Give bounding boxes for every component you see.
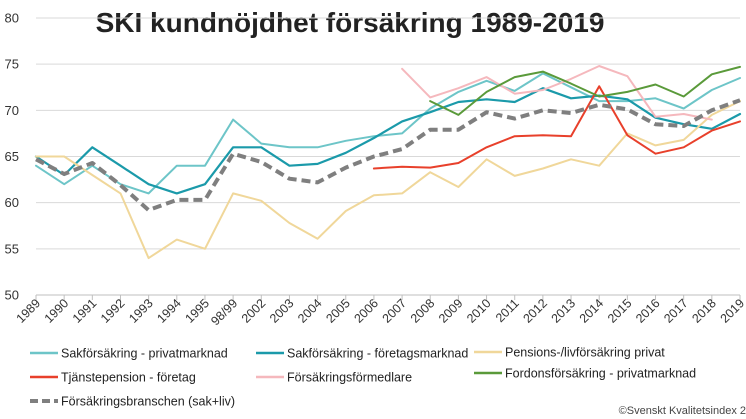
legend-label: Fordonsförsäkring - privatmarknad <box>505 367 696 381</box>
x-tick-label: 98/99 <box>208 296 240 328</box>
x-axis: 198919901991199219931994199598/992002200… <box>14 294 746 328</box>
x-tick-label: 2017 <box>661 296 691 326</box>
series-line-2 <box>34 87 742 195</box>
series-line-5 <box>401 65 713 121</box>
y-tick-label: 70 <box>5 103 19 118</box>
series-line-4 <box>372 85 741 170</box>
x-tick-label: 1993 <box>126 296 156 326</box>
series-line-7 <box>35 98 741 213</box>
x-tick-label: 2019 <box>718 296 746 326</box>
legend: Sakförsäkring - privatmarknad Sakförsäkri… <box>30 346 696 409</box>
x-tick-label: 1995 <box>183 296 213 326</box>
x-tick-label: 2013 <box>549 296 579 326</box>
x-tick-label: 2010 <box>464 296 494 326</box>
x-tick-label: 2007 <box>380 296 410 326</box>
x-tick-label: 2015 <box>605 296 635 326</box>
y-tick-label: 60 <box>5 195 19 210</box>
x-tick-label: 2008 <box>408 296 438 326</box>
legend-label: Tjänstepension - företag <box>61 371 196 385</box>
y-tick-label: 65 <box>5 149 19 164</box>
x-tick-label: 1990 <box>42 296 72 326</box>
y-tick-label: 80 <box>5 11 19 26</box>
y-tick-label: 55 <box>5 241 19 256</box>
x-tick-label: 2005 <box>323 296 353 326</box>
grid <box>36 17 740 296</box>
x-tick-label: 2014 <box>577 296 607 326</box>
y-tick-label: 75 <box>5 57 19 72</box>
x-tick-label: 2018 <box>689 296 719 326</box>
y-axis: 50 55 60 65 70 75 80 <box>5 11 19 303</box>
x-tick-label: 2003 <box>267 296 297 326</box>
x-tick-label: 2004 <box>295 296 325 326</box>
x-tick-label: 2002 <box>239 296 269 326</box>
legend-label: Försäkringsförmedlare <box>287 371 412 385</box>
series-line-6 <box>429 65 741 116</box>
legend-label: Sakförsäkring - företagsmarknad <box>287 347 468 361</box>
legend-label: Sakförsäkring - privatmarknad <box>61 347 228 361</box>
x-tick-label: 1991 <box>70 296 100 326</box>
x-tick-label: 2012 <box>520 296 550 326</box>
series-line-3 <box>35 100 741 260</box>
copyright-text: ©Svenskt Kvalitetsindex 2 <box>619 405 746 417</box>
chart-title: SKI kundnöjdhet försäkring 1989-2019 <box>96 7 605 38</box>
x-tick-label: 2006 <box>351 296 381 326</box>
series-line-1 <box>35 72 741 195</box>
y-tick-label: 50 <box>5 288 19 303</box>
x-tick-label: 2011 <box>493 296 522 325</box>
series-layer <box>34 65 742 260</box>
legend-label: Försäkringsbranschen (sak+liv) <box>61 395 235 409</box>
x-tick-label: 1992 <box>98 296 128 326</box>
x-tick-label: 2009 <box>436 296 466 326</box>
x-tick-label: 2016 <box>633 296 663 326</box>
legend-label: Pensions-/livförsäkring privat <box>505 346 665 360</box>
x-tick-label: 1994 <box>154 296 184 326</box>
